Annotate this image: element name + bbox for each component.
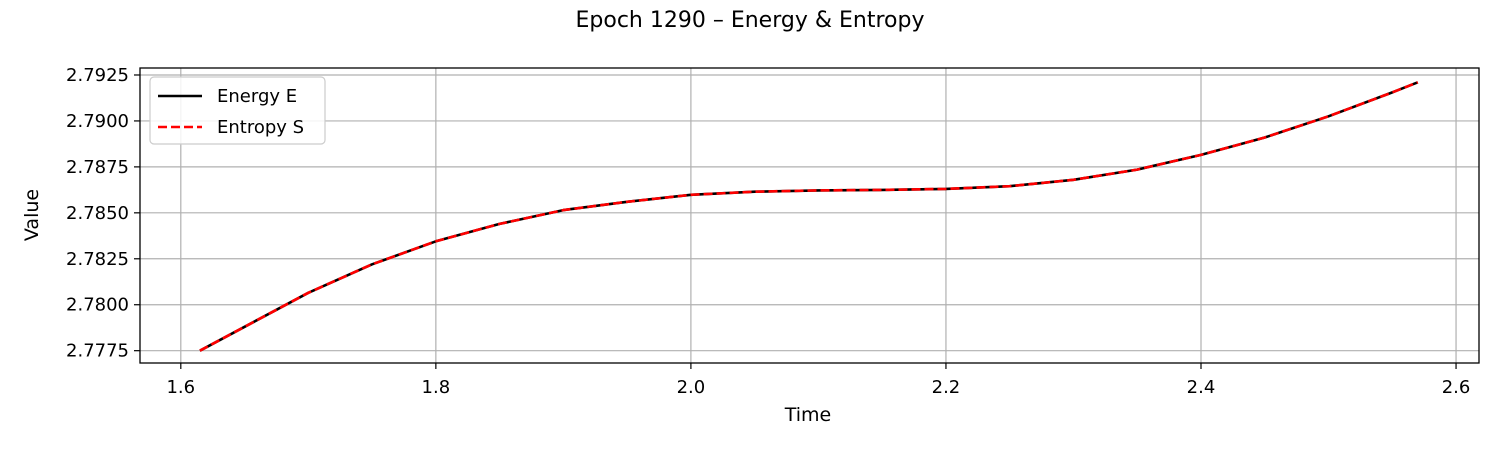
x-axis: 1.6 1.8 2.0 2.2 2.4 2.6 (166, 363, 1470, 398)
plot-area-frame (139, 67, 1480, 364)
chart-title: Epoch 1290 – Energy & Entropy (576, 8, 925, 33)
series-line-2 (199, 81, 1419, 352)
legend-label: Entropy S (217, 117, 304, 138)
y-tick-label: 2.7875 (66, 157, 129, 178)
series-line-1 (199, 81, 1419, 352)
x-tick-label: 2.4 (1187, 377, 1216, 398)
x-tick-label: 2.2 (932, 377, 961, 398)
x-tick-label: 1.8 (422, 377, 451, 398)
series-lines (199, 81, 1419, 352)
x-axis-label: Time (784, 404, 832, 426)
y-tick-label: 2.7800 (66, 295, 129, 316)
legend-box (149, 76, 326, 145)
x-tick-label: 2.0 (677, 377, 706, 398)
x-tick-label: 1.6 (166, 377, 195, 398)
y-tick-label: 2.7925 (66, 65, 129, 86)
y-axis: 2.7775 2.7800 2.7825 2.7850 2.7875 2.7900 2.79… (66, 65, 140, 362)
legend: Energy E Entropy S (149, 76, 326, 145)
y-tick-label: 2.7825 (66, 249, 129, 270)
x-tick-label: 2.6 (1442, 377, 1471, 398)
y-tick-label: 2.7775 (66, 341, 129, 362)
y-axis-label: Value (21, 189, 43, 241)
y-tick-label: 2.7900 (66, 111, 129, 132)
grid-lines (140, 68, 1479, 363)
y-tick-label: 2.7850 (66, 203, 129, 224)
legend-label: Energy E (217, 86, 297, 107)
